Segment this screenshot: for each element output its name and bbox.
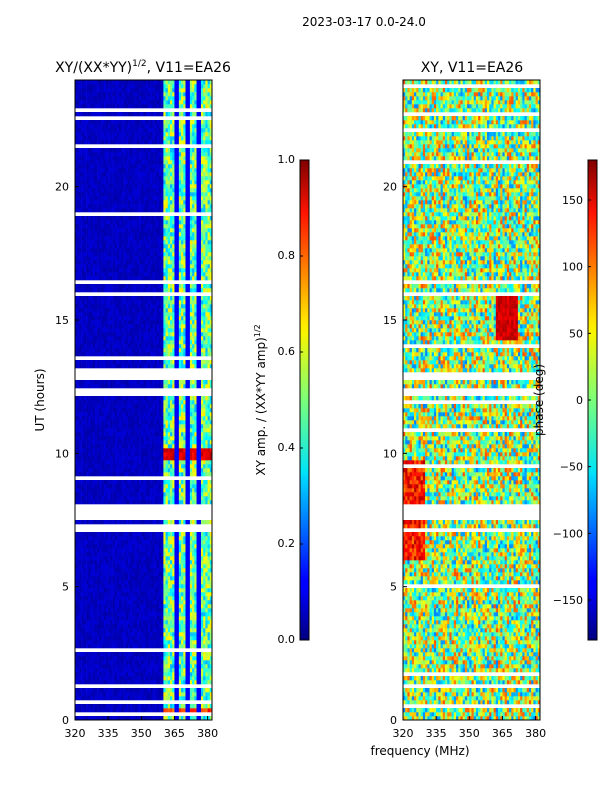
left-title-suffix: , V11=EA26 [147,60,231,76]
x-tick-label: 335 [98,727,119,740]
right-y-ticks: 0 5 10 15 20 [383,181,407,727]
x-tick-label: 380 [197,727,218,740]
left-panel-title: XY/(XX*YY)1/2, V11=EA26 [55,59,231,76]
cb-tick-label: 50 [569,327,583,340]
left-title-main: XY/(XX*YY) [55,60,132,76]
shared-xlabel: frequency (MHz) [370,744,469,758]
left-x-ticks: 320 335 350 365 380 [65,716,218,740]
phase-colorbar-ticks: 150 100 50 0 −50 −100 −150 [553,194,591,607]
amplitude-colorbar-ticks: 0.0 0.2 0.4 0.6 0.8 1.0 [278,153,303,646]
cb-tick-label: 0.0 [278,633,296,646]
x-tick-label: 380 [525,727,546,740]
cb-tick-label: 0.6 [278,345,296,358]
y-tick-label: 5 [62,581,69,594]
right-x-ticks: 320 335 350 365 380 [393,716,546,740]
cb-tick-label: 100 [562,261,583,274]
x-tick-label: 365 [164,727,185,740]
x-tick-label: 320 [65,727,86,740]
right-panel-title: XY, V11=EA26 [421,60,523,76]
amplitude-colorbar-label: XY amp. / (XX*YY amp)1/2 [253,324,268,475]
left-heatmap [74,79,213,721]
cb-tick-label: 0.8 [278,249,296,262]
x-tick-label: 335 [426,727,447,740]
y-tick-label: 0 [62,714,69,727]
left-ylabel: UT (hours) [33,368,47,431]
y-tick-label: 15 [55,314,69,327]
cb-tick-label: 0.4 [278,441,296,454]
cb-tick-label: −100 [553,527,583,540]
y-tick-label: 0 [390,714,397,727]
cb-tick-label: −50 [560,461,583,474]
x-tick-label: 350 [131,727,152,740]
left-title-exp: 1/2 [132,59,146,69]
y-tick-label: 10 [55,447,69,460]
y-tick-label: 20 [55,181,69,194]
x-tick-label: 320 [393,727,414,740]
left-y-ticks: 0 5 10 15 20 [55,181,79,727]
cb-tick-label: −150 [553,594,583,607]
right-heatmap [402,79,541,721]
figure-suptitle: 2023-03-17 0.0-24.0 [302,15,426,29]
cb-tick-label: 150 [562,194,583,207]
cb-tick-label: 1.0 [278,153,296,166]
y-tick-label: 5 [390,581,397,594]
cb1-label-main: XY amp. / (XX*YY amp) [254,337,268,475]
phase-colorbar-label: phase (deg) [532,364,546,436]
amplitude-colorbar [299,159,310,641]
y-tick-label: 10 [383,447,397,460]
y-tick-label: 15 [383,314,397,327]
cb-tick-label: 0 [576,394,583,407]
x-tick-label: 350 [459,727,480,740]
y-tick-label: 20 [383,181,397,194]
x-tick-label: 365 [492,727,513,740]
cb1-label-exp: 1/2 [253,324,262,337]
cb-tick-label: 0.2 [278,537,296,550]
